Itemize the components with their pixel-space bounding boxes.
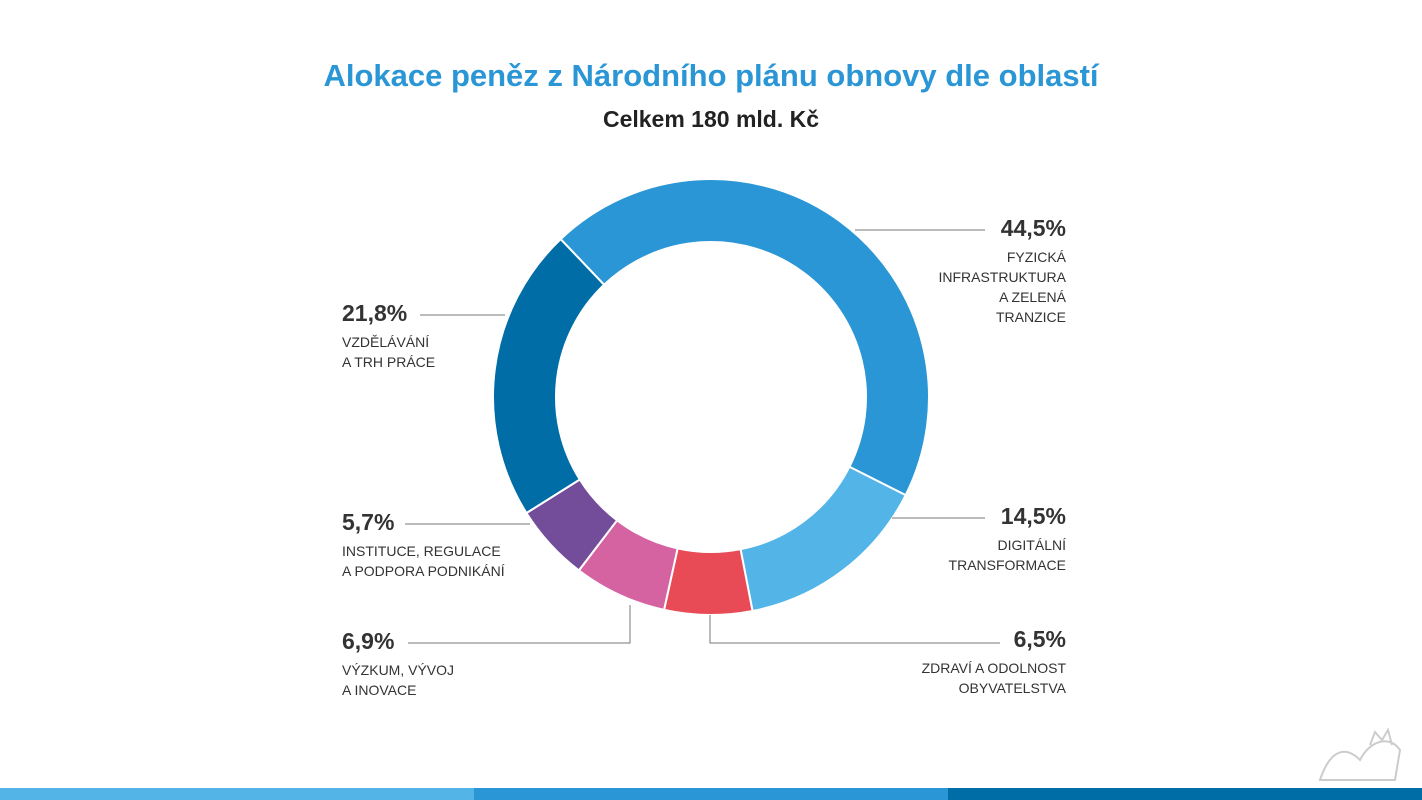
chart-subtitle: Celkem 180 mld. Kč: [603, 106, 819, 132]
category-label: INSTITUCE, REGULACE A PODPORA PODNIKÁNÍ: [342, 543, 505, 579]
chart-title: Alokace peněz z Národního plánu obnovy d…: [323, 58, 1099, 93]
footer-bar: [0, 788, 474, 800]
category-label: VZDĚLÁVÁNÍ A TRH PRÁCE: [342, 334, 435, 370]
value-label: 5,7%: [342, 509, 394, 535]
donut-slice: [492, 237, 606, 515]
value-label: 6,5%: [1014, 626, 1066, 652]
category-label: ZDRAVÍ A ODOLNOST OBYVATELSTVA: [922, 660, 1067, 696]
category-label: DIGITÁLNÍ TRANSFORMACE: [949, 537, 1067, 573]
logo: [1318, 727, 1402, 781]
donut-slice: [739, 465, 907, 613]
category-label: FYZICKÁ INFRASTRUKTURA A ZELENÁ TRANZICE: [938, 249, 1066, 325]
donut-slice: [662, 547, 754, 616]
value-label: 44,5%: [1001, 215, 1066, 241]
donut-slice: [559, 178, 930, 497]
value-label: 21,8%: [342, 300, 407, 326]
footer-bar: [948, 788, 1422, 800]
leader-line: [709, 615, 1000, 644]
value-label: 6,9%: [342, 628, 394, 654]
leader-line: [408, 605, 631, 644]
value-label: 14,5%: [1001, 503, 1066, 529]
footer-bar: [474, 788, 948, 800]
category-label: VÝZKUM, VÝVOJ A INOVACE: [342, 662, 454, 698]
